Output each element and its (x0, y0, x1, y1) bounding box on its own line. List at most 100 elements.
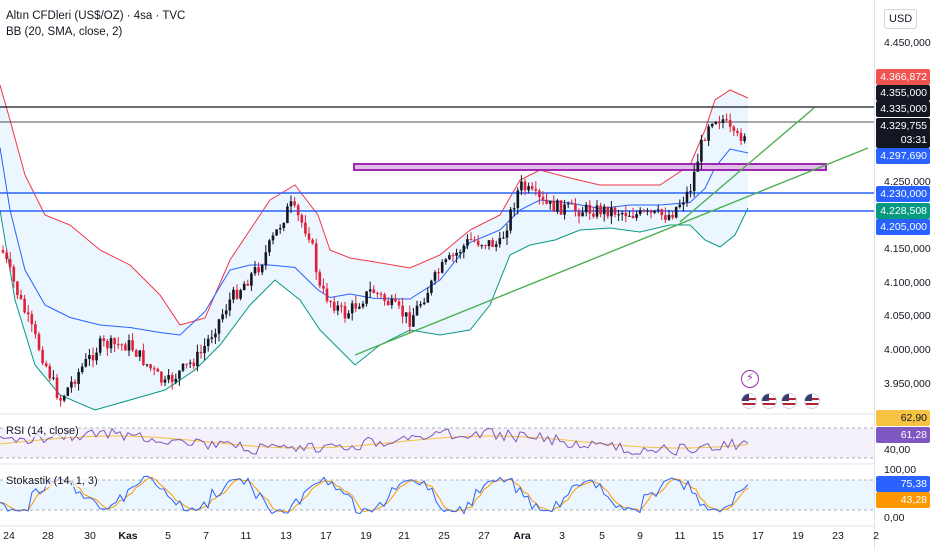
candle-body (372, 289, 376, 294)
candle-body (527, 186, 530, 191)
bollinger-legend[interactable]: BB (20, SMA, close, 2) (6, 26, 123, 38)
candle-body (322, 285, 325, 289)
time-tick: 9 (637, 530, 643, 542)
candle-body (721, 119, 725, 123)
lightning-event-icon[interactable]: ⚡ (741, 370, 759, 388)
candle-body (642, 210, 646, 212)
candle-body (127, 340, 131, 351)
stoch-k-tag: 75,38 (876, 476, 930, 492)
candle-body (566, 203, 570, 205)
candle-body (599, 205, 602, 215)
time-tick: 25 (438, 530, 450, 542)
bollinger-upper-line (0, 84, 749, 326)
candle-body (552, 200, 556, 212)
candle-body (307, 233, 311, 240)
candle-body (667, 215, 671, 220)
candle-body (415, 305, 419, 316)
candle-body (635, 214, 638, 218)
candle-body (728, 120, 732, 127)
stochastic-pane-label[interactable]: Stokastik (14, 1, 3) (6, 475, 98, 487)
candle-body (149, 364, 152, 369)
candle-body (516, 190, 520, 209)
time-tick: 30 (84, 530, 96, 542)
candle-body (556, 200, 559, 212)
candle-body (455, 252, 458, 256)
candle-body (329, 301, 332, 303)
candle-body (610, 207, 613, 217)
us-flag-event-icon[interactable] (781, 393, 797, 409)
candle-body (325, 288, 329, 302)
candle-body (458, 252, 462, 254)
us-flag-event-icon[interactable] (804, 393, 820, 409)
candle-body (588, 204, 592, 214)
candle-body (401, 305, 404, 317)
candle-body (59, 397, 62, 401)
candle-body (286, 206, 289, 224)
candle-body (102, 338, 106, 342)
candle-body (228, 299, 232, 311)
currency-button[interactable]: USD (884, 9, 918, 29)
candle-body (592, 213, 595, 217)
candle-body (314, 243, 318, 273)
candle-body (451, 255, 455, 257)
time-tick: 3 (559, 530, 565, 542)
candle-body (8, 259, 12, 267)
candle-body (178, 370, 181, 379)
candle-body (278, 227, 282, 230)
time-tick: 27 (478, 530, 490, 542)
candle-body (340, 305, 343, 307)
candle-body (235, 289, 239, 299)
candle-body (192, 362, 196, 366)
candle-body (617, 214, 620, 216)
candle-body (426, 292, 430, 303)
candle-body (19, 294, 23, 299)
candle-body (718, 122, 721, 124)
candle-body (48, 366, 52, 379)
candle-body (12, 266, 16, 282)
stoch-d-tag: 43,28 (876, 492, 930, 508)
candle-body (538, 190, 541, 197)
time-tick: 21 (398, 530, 410, 542)
candle-body (300, 215, 304, 223)
symbol-title[interactable]: Altın CFDleri (US$/OZ) · 4sa · TVC (6, 10, 186, 22)
time-tick: 7 (203, 530, 209, 542)
candle-body (293, 201, 296, 206)
candle-body (548, 200, 552, 204)
us-flag-event-icon[interactable] (761, 393, 777, 409)
candle-body (584, 204, 588, 213)
us-flag-event-icon[interactable] (741, 393, 757, 409)
candle-body (30, 314, 34, 325)
candle-body (394, 298, 397, 302)
candle-body (379, 293, 383, 295)
candle-body (433, 272, 437, 281)
candle-body (502, 237, 505, 239)
candle-body (509, 209, 512, 231)
candle-body (682, 202, 685, 205)
rsi-pane-label[interactable]: RSI (14, close) (6, 425, 79, 437)
candle-body (214, 333, 217, 338)
price-tag-last: 4.329,755 (876, 118, 930, 134)
rsi-tick: 40,00 (884, 444, 911, 456)
candle-body (170, 375, 174, 383)
candle-body (145, 364, 149, 366)
candle-body (239, 290, 242, 299)
candle-body (318, 272, 322, 286)
price-tick: 4.250,000 (884, 176, 931, 188)
time-tick: 15 (712, 530, 724, 542)
candle-body (628, 215, 631, 217)
candle-body (480, 245, 484, 247)
candle-body (113, 338, 116, 345)
candle-body (689, 191, 692, 193)
candle-body (203, 345, 206, 354)
time-tick: 11 (240, 530, 252, 542)
candle-body (246, 283, 250, 286)
candle-body (541, 196, 545, 200)
time-tick: Kas (118, 530, 138, 542)
candle-body (462, 245, 466, 253)
candle-body (257, 267, 260, 273)
rsi-line (0, 427, 749, 456)
bar-countdown: 03:31 (876, 132, 930, 148)
candle-body (664, 215, 667, 220)
